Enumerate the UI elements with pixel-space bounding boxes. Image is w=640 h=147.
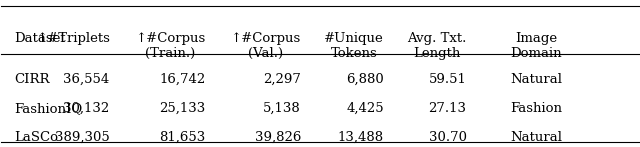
Text: 5,138: 5,138 — [263, 102, 301, 115]
Text: ↑#Corpus
(Val.): ↑#Corpus (Val.) — [230, 32, 301, 60]
Text: 13,488: 13,488 — [337, 131, 384, 144]
Text: Natural: Natural — [510, 73, 562, 86]
Text: FashionIQ: FashionIQ — [14, 102, 83, 115]
Text: 2,297: 2,297 — [263, 73, 301, 86]
Text: 59.51: 59.51 — [429, 73, 467, 86]
Text: 81,653: 81,653 — [159, 131, 205, 144]
Text: 39,826: 39,826 — [255, 131, 301, 144]
Text: 30.70: 30.70 — [429, 131, 467, 144]
Text: 30,132: 30,132 — [63, 102, 109, 115]
Text: 6,880: 6,880 — [346, 73, 384, 86]
Text: Fashion: Fashion — [510, 102, 562, 115]
Text: CIRR: CIRR — [14, 73, 50, 86]
Text: Dataset: Dataset — [14, 32, 66, 45]
Text: Avg. Txt.
Length: Avg. Txt. Length — [407, 32, 467, 60]
Text: 25,133: 25,133 — [159, 102, 205, 115]
Text: #Unique
Tokens: #Unique Tokens — [324, 32, 384, 60]
Text: Natural: Natural — [510, 131, 562, 144]
Text: Image
Domain: Image Domain — [511, 32, 562, 60]
Text: 16,742: 16,742 — [159, 73, 205, 86]
Text: 389,305: 389,305 — [55, 131, 109, 144]
Text: 4,425: 4,425 — [346, 102, 384, 115]
Text: 27.13: 27.13 — [429, 102, 467, 115]
Text: 36,554: 36,554 — [63, 73, 109, 86]
Text: ↑#Corpus
(Train.): ↑#Corpus (Train.) — [135, 32, 205, 60]
Text: ↑#Triplets: ↑#Triplets — [36, 32, 109, 45]
Text: LaSCo: LaSCo — [14, 131, 58, 144]
